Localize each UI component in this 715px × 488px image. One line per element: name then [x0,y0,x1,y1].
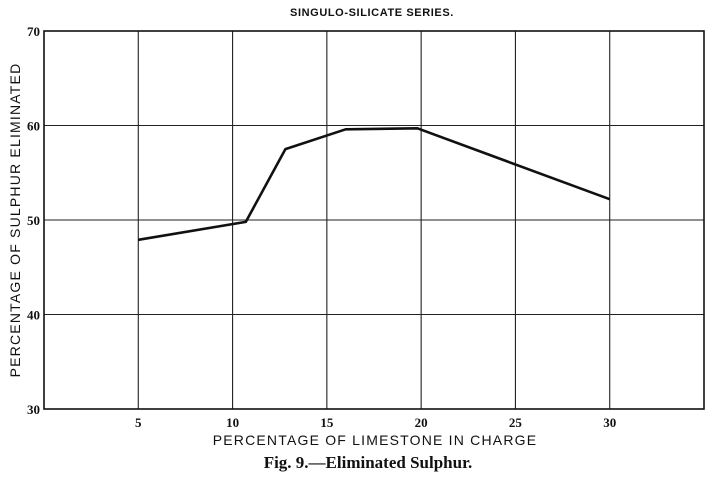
x-axis-label: PERCENTAGE OF LIMESTONE IN CHARGE [213,432,538,448]
figure-caption: Fig. 9.—Eliminated Sulphur. [264,453,473,472]
x-tick-label: 5 [135,415,142,430]
x-tick-label: 30 [603,415,616,430]
plot-area [43,30,705,410]
x-tick-label: 20 [415,415,428,430]
y-tick-label: 40 [27,308,40,323]
y-tick-label: 50 [27,213,40,228]
chart-title: SINGULO-SILICATE SERIES. [290,7,454,19]
x-tick-label: 10 [226,415,239,430]
x-tick-label: 25 [509,415,523,430]
plot-frame [43,30,705,410]
x-tick-labels: 5 10 15 20 25 30 [135,415,616,430]
gridlines [44,31,704,409]
y-tick-labels: 30 40 50 60 70 [27,24,40,417]
x-tick-label: 15 [320,415,334,430]
y-tick-label: 60 [27,119,40,134]
y-axis-label: PERCENTAGE OF SULPHUR ELIMINATED [7,63,23,378]
y-tick-label: 30 [27,402,40,417]
series-line [138,127,611,242]
y-tick-label: 70 [27,24,40,39]
